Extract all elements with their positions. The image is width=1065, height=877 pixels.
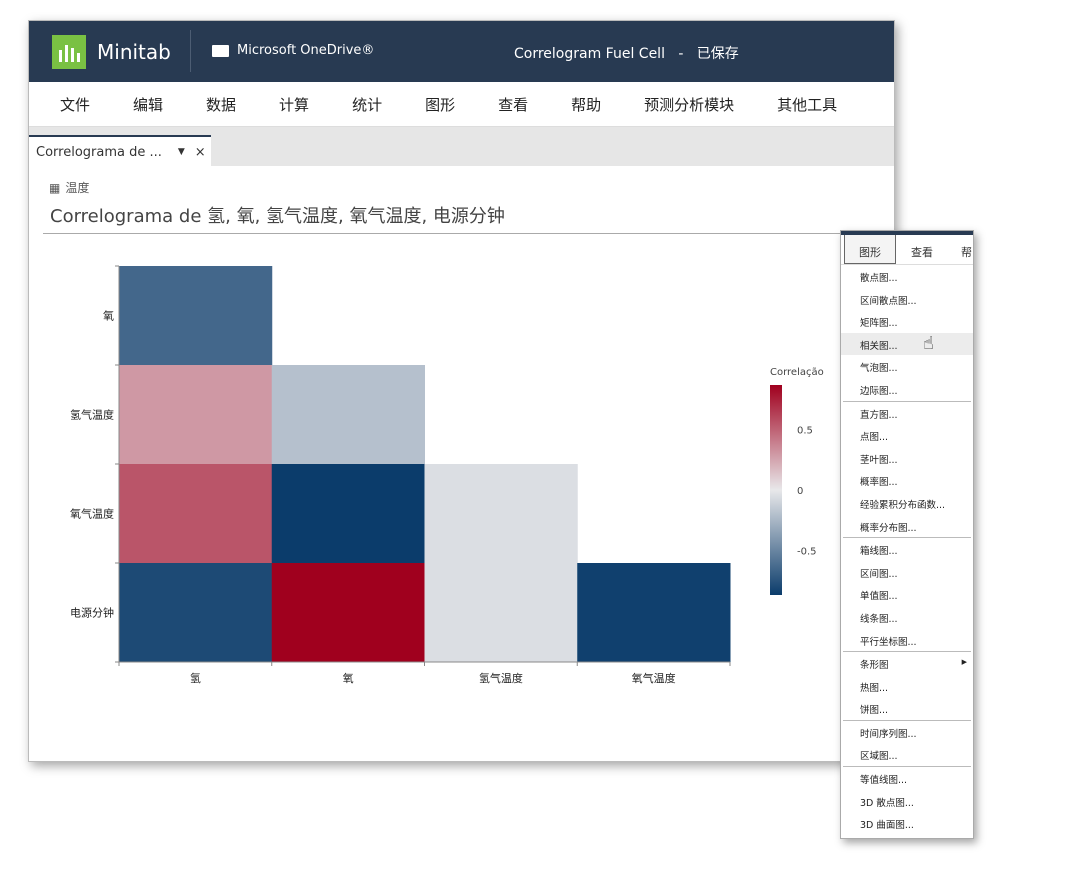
- menu-item[interactable]: 相关图... ☝: [841, 332, 973, 356]
- legend-tick-label: -0.5: [797, 546, 817, 557]
- menu-separator: [843, 400, 971, 402]
- menu-item[interactable]: 概率图...: [860, 477, 898, 489]
- menu-data[interactable]: 数据: [206, 95, 237, 114]
- submenu-arrow-icon: ▶: [961, 658, 967, 667]
- divider: [190, 30, 191, 72]
- x-tick-label: 氢气温度: [479, 671, 523, 685]
- menu-item[interactable]: 经验累积分布函数...: [860, 499, 946, 511]
- menu-item[interactable]: 单值图...: [860, 591, 898, 603]
- heatmap-cell: [271, 365, 425, 465]
- menu-item[interactable]: 概率分布图...: [860, 522, 917, 534]
- menu-view[interactable]: 查看: [498, 95, 529, 114]
- menu-item[interactable]: 饼图...: [860, 705, 889, 717]
- menu-item[interactable]: 气泡图...: [860, 363, 898, 375]
- y-tick-label: 氢气温度: [70, 408, 114, 422]
- y-tick-label: 电源分钟: [70, 606, 114, 620]
- menu-stat[interactable]: 统计: [352, 95, 383, 114]
- dropdown-tab-graph[interactable]: 图形: [844, 235, 896, 264]
- divider: [43, 233, 893, 234]
- menu-item[interactable]: 区间散点图...: [860, 295, 917, 307]
- menu-item[interactable]: 条形图 ▶: [860, 658, 967, 672]
- menu-item[interactable]: 等值线图...: [860, 775, 908, 787]
- x-tick-label: 氧气温度: [632, 671, 676, 685]
- x-tick-label: 氧: [343, 671, 354, 685]
- heatmap-cell: [119, 563, 273, 663]
- dropdown-tab-view[interactable]: 查看: [911, 246, 933, 259]
- folder-icon: [212, 44, 229, 57]
- menu-predictive[interactable]: 预测分析模块: [644, 95, 735, 114]
- heatmap-cell: [119, 464, 273, 564]
- menu-item[interactable]: 区间图...: [860, 568, 898, 580]
- menu-help[interactable]: 帮助: [571, 95, 602, 114]
- close-icon[interactable]: ×: [194, 145, 206, 160]
- heatmap-cell: [271, 563, 425, 663]
- app-name: Minitab: [97, 40, 171, 64]
- legend-tick-label: 0.5: [797, 426, 813, 437]
- y-tick-label: 氧: [103, 309, 114, 323]
- menu-item[interactable]: 直方图...: [860, 409, 898, 421]
- heatmap-cell: [577, 563, 731, 663]
- hand-cursor-icon: ☝: [923, 332, 934, 354]
- title-separator: -: [678, 46, 684, 62]
- storage-link[interactable]: Microsoft OneDrive®: [212, 43, 374, 58]
- heatmap-cell: [271, 464, 425, 564]
- document-title: Correlogram Fuel Cell - 已保存: [514, 43, 739, 63]
- menu-item[interactable]: 矩阵图...: [860, 318, 898, 330]
- table-icon: ▦: [49, 180, 61, 195]
- x-tick-label: 氢: [190, 671, 201, 685]
- breadcrumb: ▦ 温度: [49, 179, 89, 196]
- doc-name: Correlogram Fuel Cell: [514, 46, 665, 62]
- menu-item[interactable]: 箱线图...: [860, 546, 898, 558]
- menu-item[interactable]: 边际图...: [860, 385, 898, 397]
- menu-separator: [843, 537, 971, 539]
- menu-item[interactable]: 3D 散点图...: [860, 797, 914, 809]
- menu-graph[interactable]: 图形: [425, 95, 456, 114]
- tab-correlogram[interactable]: Correlograma de ... ▼ ×: [29, 135, 211, 166]
- menu-item[interactable]: 平行坐标图...: [860, 636, 917, 648]
- menu-separator: [843, 651, 971, 653]
- heatmap-cell: [424, 464, 578, 564]
- graph-dropdown-menu: 图形 查看 帮 散点图... 区间散点图... 矩阵图... 相关图... ☝ 气泡图..…: [840, 230, 974, 839]
- tab-label: Correlograma de ...: [36, 145, 162, 160]
- menu-item[interactable]: 点图...: [860, 432, 889, 444]
- breadcrumb-label: 温度: [65, 181, 90, 195]
- legend-title: Correlação: [770, 367, 824, 378]
- menu-item[interactable]: 时间序列图...: [860, 728, 917, 740]
- heatmap-cell: [424, 563, 578, 663]
- menu-separator: [843, 766, 971, 768]
- save-status: 已保存: [696, 46, 739, 62]
- tab-strip: Correlograma de ... ▼ ×: [29, 127, 894, 166]
- chevron-down-icon[interactable]: ▼: [177, 147, 185, 157]
- dropdown-tabs: 图形 查看 帮: [841, 231, 973, 265]
- heatmap-cell: [119, 365, 273, 465]
- menu-file[interactable]: 文件: [60, 95, 91, 114]
- menu-item[interactable]: 3D 曲面图...: [860, 820, 914, 832]
- menu-item[interactable]: 热图...: [860, 682, 889, 694]
- menu-item[interactable]: 区域图...: [860, 751, 898, 763]
- legend-tick-label: 0: [797, 486, 803, 497]
- minitab-logo-icon: [52, 35, 86, 69]
- menu-separator: [843, 719, 971, 721]
- menu-item[interactable]: 线条图...: [860, 613, 898, 625]
- menu-calc[interactable]: 计算: [279, 95, 310, 114]
- color-scale-bar: [770, 385, 782, 595]
- menu-bar: 文件 编辑 数据 计算 统计 图形 查看 帮助 预测分析模块 其他工具: [29, 82, 894, 127]
- app-header: Minitab Microsoft OneDrive® Correlogram …: [29, 21, 894, 82]
- menu-tools[interactable]: 其他工具: [777, 95, 838, 114]
- menu-item[interactable]: 茎叶图...: [860, 454, 898, 466]
- correlogram-chart: 氧氢气温度氧气温度电源分钟氢氧氢气温度 氧气温度 Correlação 0.50-…: [70, 265, 824, 685]
- y-tick-label: 氧气温度: [70, 507, 114, 521]
- page-title: Correlograma de 氢, 氧, 氢气温度, 氧气温度, 电源分钟: [50, 206, 505, 227]
- menu-edit[interactable]: 编辑: [133, 95, 164, 114]
- menu-item[interactable]: 散点图...: [860, 273, 898, 284]
- heatmap-cell: [119, 266, 273, 366]
- dropdown-tab-help[interactable]: 帮: [961, 246, 972, 259]
- storage-label: Microsoft OneDrive®: [237, 43, 375, 58]
